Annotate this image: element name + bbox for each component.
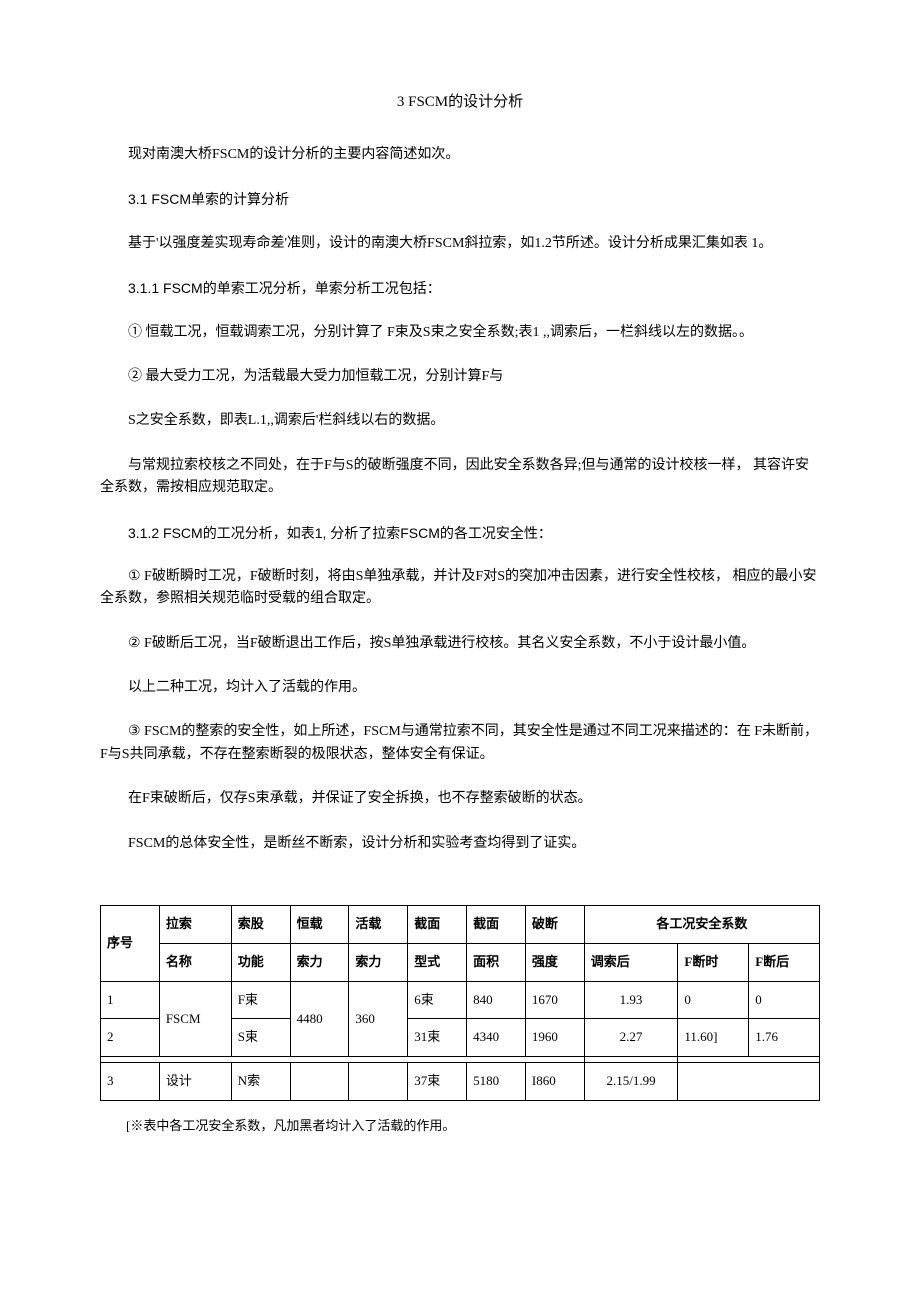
document-title: 3 FSCM的设计分析 — [100, 90, 820, 114]
paragraph-6: 与常规拉索校核之不同处，在于F与S的破断强度不同，因此安全系数各异;但与通常的设… — [100, 455, 820, 500]
th-cable: 拉索 — [159, 906, 231, 944]
cell-section-area: 840 — [467, 981, 526, 1019]
cell-break-strength: 1960 — [525, 1019, 584, 1057]
paragraph-9: 以上二种工况，均计入了活载的作用。 — [100, 677, 820, 699]
cell-safety-break-time: 11.60] — [678, 1019, 749, 1057]
table-header-row-2: 名称 功能 索力 索力 型式 面积 强度 调索后 F断时 F断后 — [101, 943, 820, 981]
th-strand: 索股 — [231, 906, 290, 944]
cell-break-strength: 1670 — [525, 981, 584, 1019]
cell-name: 设计 — [159, 1063, 231, 1101]
cell-const-load — [290, 1063, 349, 1101]
table-header-row-1: 序号 拉索 索股 恒载 活载 截面 截面 破断 各工况安全系数 — [101, 906, 820, 944]
paragraph-7: ① F破断瞬时工况，F破断时刻，将由S单独承载，并计及F对S的突加冲击因素，进行… — [100, 566, 820, 611]
th-seq: 序号 — [101, 906, 160, 982]
th-func: 功能 — [231, 943, 290, 981]
th-live-load: 活载 — [349, 906, 408, 944]
cell-section-area: 5180 — [467, 1063, 526, 1101]
cell-safety-break-merged — [678, 1063, 820, 1101]
table-row: 1 FSCM F束 4480 360 6束 840 1670 1.93 0 0 — [101, 981, 820, 1019]
th-live-force: 索力 — [349, 943, 408, 981]
cell-safety-adjust: 2.15/1.99 — [584, 1063, 678, 1101]
cell-safety-adjust: 2.27 — [584, 1019, 678, 1057]
paragraph-4: ② 最大受力工况，为活载最大受力加恒载工况，分别计算F与 — [100, 366, 820, 388]
cell-func: S束 — [231, 1019, 290, 1057]
th-safety-break-after: F断后 — [749, 943, 820, 981]
paragraph-5: S之安全系数，即表L.1,,调索后'栏斜线以右的数据。 — [100, 410, 820, 432]
cell-section-type: 31束 — [408, 1019, 467, 1057]
cell-seq: 2 — [101, 1019, 160, 1057]
th-const-load: 恒载 — [290, 906, 349, 944]
th-name: 名称 — [159, 943, 231, 981]
cell-safety-adjust: 1.93 — [584, 981, 678, 1019]
table-note: [※表中各工况安全系数，凡加黑者均计入了活载的作用。 — [100, 1116, 820, 1137]
cell-seq: 3 — [101, 1063, 160, 1101]
section-3-1-2: 3.1.2 FSCM的工况分析，如表1, 分析了拉索FSCM的各工况安全性： — [100, 522, 820, 544]
th-safety-adjust: 调索后 — [584, 943, 678, 981]
cell-section-type: 6束 — [408, 981, 467, 1019]
cell-safety-break-after: 1.76 — [749, 1019, 820, 1057]
cell-seq: 1 — [101, 981, 160, 1019]
cell-live-load — [349, 1063, 408, 1101]
section-3-1-1: 3.1.1 FSCM的单索工况分析，单索分析工况包括： — [100, 277, 820, 299]
th-strength: 强度 — [525, 943, 584, 981]
paragraph-3: ① 恒载工况，恒载调索工况，分别计算了 F束及S束之安全系数;表1 ,,调索后，… — [100, 322, 820, 344]
cell-func: F束 — [231, 981, 290, 1019]
cell-safety-break-after: 0 — [749, 981, 820, 1019]
th-section-area: 面积 — [467, 943, 526, 981]
th-safety-break-time: F断时 — [678, 943, 749, 981]
paragraph-10: ③ FSCM的整索的安全性，如上所述，FSCM与通常拉索不同，其安全性是通过不同… — [100, 721, 820, 766]
cell-name: FSCM — [159, 981, 231, 1057]
cell-const-load: 4480 — [290, 981, 349, 1057]
paragraph-intro: 现对南澳大桥FSCM的设计分析的主要内容简述如次。 — [100, 144, 820, 166]
cell-live-load: 360 — [349, 981, 408, 1057]
safety-factor-table: 序号 拉索 索股 恒载 活载 截面 截面 破断 各工况安全系数 名称 功能 索力… — [100, 905, 820, 1101]
cell-section-area: 4340 — [467, 1019, 526, 1057]
paragraph-2: 基于'以强度差实现寿命差'准则，设计的南澳大桥FSCM斜拉索，如1.2节所述。设… — [100, 233, 820, 255]
section-3-1: 3.1 FSCM单索的计算分析 — [100, 188, 820, 210]
cell-func: N索 — [231, 1063, 290, 1101]
th-section-type: 型式 — [408, 943, 467, 981]
th-const-force: 索力 — [290, 943, 349, 981]
th-safety: 各工况安全系数 — [584, 906, 819, 944]
cell-break-strength: I860 — [525, 1063, 584, 1101]
th-break: 破断 — [525, 906, 584, 944]
th-section1: 截面 — [408, 906, 467, 944]
table-row: 3 设计 N索 37束 5180 I860 2.15/1.99 — [101, 1063, 820, 1101]
paragraph-12: FSCM的总体安全性，是断丝不断索，设计分析和实验考查均得到了证实。 — [100, 833, 820, 855]
th-section2: 截面 — [467, 906, 526, 944]
cell-safety-break-time: 0 — [678, 981, 749, 1019]
cell-section-type: 37束 — [408, 1063, 467, 1101]
paragraph-11: 在F束破断后，仅存S束承载，并保证了安全拆换，也不存整索破断的状态。 — [100, 788, 820, 810]
paragraph-8: ② F破断后工况，当F破断退出工作后，按S单独承载进行校核。其名义安全系数，不小… — [100, 633, 820, 655]
